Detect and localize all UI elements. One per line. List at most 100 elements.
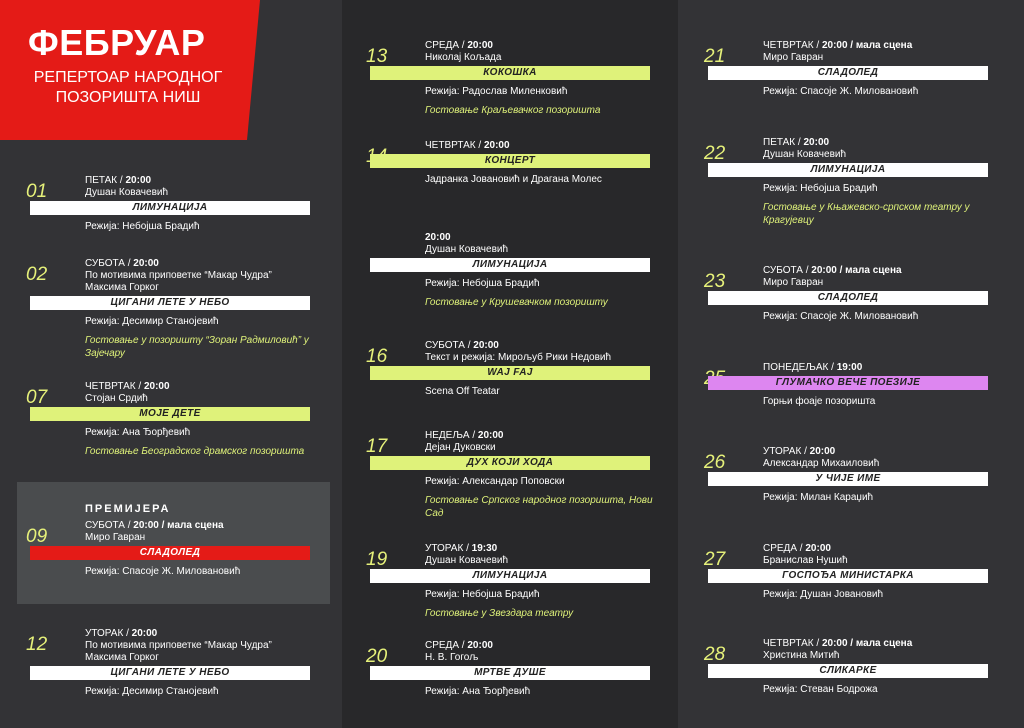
event-datetime: ЧЕТВРТАК / 20:00 / мала сцена (763, 638, 912, 649)
header-banner (0, 0, 260, 140)
event-weekday: СРЕДА (763, 543, 798, 554)
event-title[interactable]: СЛАДОЛЕД (708, 66, 988, 80)
event-time: 20:00 (805, 543, 831, 554)
event-weekday: СУБОТА (763, 265, 803, 276)
event-day: 22 (704, 143, 726, 164)
event-title[interactable]: ГОСПОЂА МИНИСТАРКА (708, 569, 988, 583)
event-time: 20:00 / мала сцена (811, 265, 902, 276)
datetime-separator: / (124, 520, 134, 531)
event-title[interactable]: ЛИМУНАЦИЈА (370, 569, 650, 583)
event-time: 20:00 (143, 381, 170, 392)
event-time: 20:00 (467, 40, 493, 51)
event-datetime: ПОНЕДЕЉАК / 19:00 (763, 362, 862, 373)
datetime-separator: / (813, 638, 822, 649)
event-datetime: НЕДЕЉА / 20:00 (425, 430, 504, 441)
event-director: Режија: Десимир Станојевић (85, 316, 219, 327)
event-director: Режија: Спасоје Ж. Миловановић (85, 566, 241, 577)
event-title[interactable]: У ЧИЈЕ ИМЕ (708, 472, 988, 486)
event-day: 23 (704, 271, 726, 292)
event-note: Гостовање Краљевачког позоришта (425, 105, 601, 116)
event-author: Душан Ковачевић (763, 149, 847, 160)
event-author: По мотивима приповетке “Макар Чудра” Мак… (85, 270, 272, 293)
datetime-separator: / (135, 381, 144, 392)
event-title[interactable]: ЦИГАНИ ЛЕТЕ У НЕБО (30, 666, 310, 680)
page-title: ФЕБРУАР (28, 22, 206, 63)
event-author: По мотивима приповетке “Макар Чудра” Мак… (85, 640, 272, 663)
event-weekday: СУБОТА (85, 520, 125, 531)
event-day: 07 (26, 387, 48, 408)
event-author: Текст и режија: Мирољуб Рики Недовић (425, 352, 612, 363)
event-weekday: ЧЕТВРТАК (425, 140, 476, 151)
datetime-separator: / (795, 137, 804, 148)
datetime-separator: / (801, 446, 810, 457)
event-author: Бранислав Нушић (763, 555, 848, 566)
event-day: 02 (26, 264, 48, 285)
event-title[interactable]: ЛИМУНАЦИЈА (370, 258, 650, 272)
event-title[interactable]: ЛИМУНАЦИЈА (708, 163, 988, 177)
event-datetime: ЧЕТВРТАК / 20:00 / мала сцена (763, 40, 912, 51)
subtitle-line-2: ПОЗОРИШТА НИШ (55, 89, 201, 106)
page-subtitle: РЕПЕРТОАР НАРОДНОГ ПОЗОРИШТА НИШ (28, 68, 228, 108)
event-datetime: ПЕТАК / 20:00 (85, 175, 151, 186)
event-title[interactable]: СЛАДОЛЕД (708, 291, 988, 305)
event-director: Режија: Милан Караџић (763, 492, 874, 503)
event-director: Режија: Спасоје Ж. Миловановић (763, 311, 919, 322)
event-weekday: ПЕТАК (85, 175, 118, 186)
event-datetime: СУБОТА / 20:00 / мала сцена (85, 520, 224, 531)
event-title[interactable]: ГЛУМАЧКО ВЕЧЕ ПОЕЗИЈЕ (708, 376, 988, 390)
event-author: Душан Ковачевић (425, 555, 509, 566)
event-title[interactable]: WAJ FAJ (370, 366, 650, 380)
event-director: Режија: Душан Јовановић (763, 589, 884, 600)
event-director: Режија: Небојша Брадић (425, 278, 540, 289)
event-datetime: УТОРАК / 19:30 (425, 543, 497, 554)
event-note: Гостовање у Крушевачком позоришту (425, 297, 608, 308)
datetime-separator: / (469, 430, 478, 441)
datetime-separator: / (828, 362, 837, 373)
datetime-separator: / (123, 628, 132, 639)
event-weekday: СУБОТА (425, 340, 465, 351)
event-title[interactable]: МОЈЕ ДЕТЕ (30, 407, 310, 421)
event-title[interactable]: ЛИМУНАЦИЈА (30, 201, 310, 215)
datetime-separator: / (475, 140, 484, 151)
datetime-separator: / (117, 175, 126, 186)
subtitle-line-1: РЕПЕРТОАР НАРОДНОГ (33, 69, 223, 86)
event-day: 16 (366, 346, 388, 367)
event-director: Режија: Александар Поповски (425, 476, 565, 487)
event-note: Гостовање у Књажевско-српском театру у К… (763, 202, 970, 226)
event-director: Режија: Ана Ђорђевић (425, 686, 531, 697)
event-datetime: СУБОТА / 20:00 (85, 258, 159, 269)
event-title[interactable]: ЦИГАНИ ЛЕТЕ У НЕБО (30, 296, 310, 310)
event-datetime: СРЕДА / 20:00 (763, 543, 831, 554)
event-time: 20:00 (133, 258, 159, 269)
event-weekday: УТОРАК (85, 628, 124, 639)
event-title[interactable]: КОНЦЕРТ (370, 154, 650, 168)
event-datetime: СУБОТА / 20:00 / мала сцена (763, 265, 902, 276)
event-title[interactable]: СЛАДОЛЕД (30, 546, 310, 560)
event-director: Режија: Небојша Брадић (763, 183, 878, 194)
event-director: Режија: Стеван Бодрожа (763, 684, 878, 695)
event-author: Дејан Дуковски (425, 442, 496, 453)
event-author: Александар Михаиловић (763, 458, 880, 469)
premiere-highlight (17, 482, 330, 604)
event-datetime: СУБОТА / 20:00 (425, 340, 499, 351)
event-note: Гостовање у позоришту “Зоран Радмиловић”… (85, 335, 309, 359)
event-title[interactable]: ДУХ КОЈИ ХОДА (370, 456, 650, 470)
event-time: 20:00 / мала сцена (821, 638, 913, 649)
datetime-separator: / (813, 40, 822, 51)
event-author: Христина Митић (763, 650, 840, 661)
event-time: 20:00 (425, 232, 451, 243)
event-note: Гостовање у Звездара театру (425, 608, 574, 619)
event-time: 20:00 (125, 175, 152, 186)
event-title[interactable]: СЛИКАРКЕ (708, 664, 988, 678)
event-time: 19:30 (471, 543, 498, 554)
event-datetime: СРЕДА / 20:00 (425, 640, 493, 651)
event-time: 20:00 / мала сцена (133, 520, 224, 531)
event-title[interactable]: МРТВЕ ДУШЕ (370, 666, 650, 680)
event-day: 20 (366, 646, 388, 667)
event-day: 26 (704, 452, 726, 473)
event-datetime: УТОРАК / 20:00 (85, 628, 157, 639)
event-title[interactable]: КОКОШКА (370, 66, 650, 80)
event-note: Гостовање Београдског драмског позоришта (85, 446, 305, 457)
event-day: 27 (704, 549, 726, 570)
event-director: Горњи фоаје позоришта (763, 396, 876, 407)
